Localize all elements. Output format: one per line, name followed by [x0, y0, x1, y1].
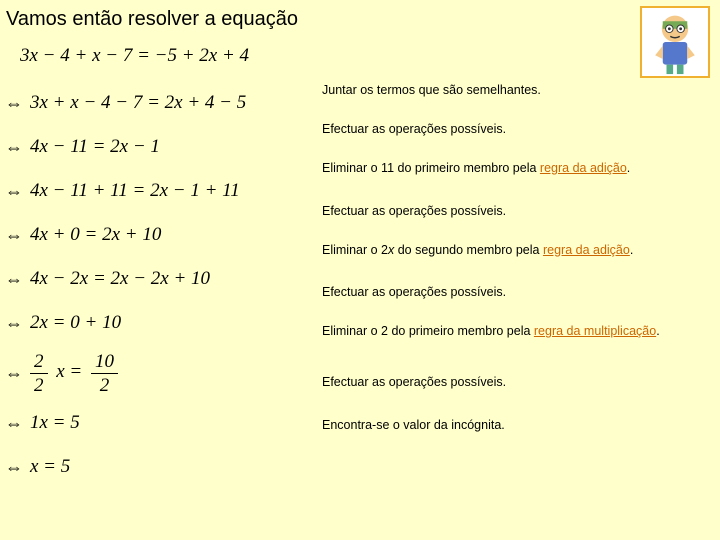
iff-arrow: ⇔ — [0, 363, 28, 384]
step-desc: Efectuar as operações possíveis. — [322, 374, 712, 391]
step-desc: Eliminar o 11 do primeiro membro pela re… — [322, 160, 712, 177]
rule-link[interactable]: regra da adição — [543, 243, 630, 257]
iff-arrow: ⇔ — [0, 313, 28, 334]
step-desc: Encontra-se o valor da incógnita. — [322, 417, 712, 434]
iff-arrow: ⇔ — [0, 457, 28, 478]
equation: 3x + x − 4 − 7 = 2x + 4 − 5 — [28, 92, 288, 114]
step-desc: Efectuar as operações possíveis. — [322, 284, 712, 301]
rule-link[interactable]: regra da multiplicação — [534, 324, 656, 338]
iff-arrow: ⇔ — [0, 181, 28, 202]
step-desc: Juntar os termos que são semelhantes. — [322, 82, 712, 99]
main-equation: 3x − 4 + x − 7 = −5 + 2x + 4 — [0, 31, 720, 67]
equation: 4x − 11 = 2x − 1 — [28, 136, 288, 158]
iff-arrow: ⇔ — [0, 93, 28, 114]
equation: 4x − 11 + 11 = 2x − 1 + 11 — [28, 180, 288, 202]
equation: 1x = 5 — [28, 412, 288, 434]
step-desc: Efectuar as operações possíveis. — [322, 121, 712, 138]
character-image — [640, 6, 710, 78]
step-desc: Eliminar o 2x do segundo membro pela reg… — [322, 242, 712, 259]
iff-arrow: ⇔ — [0, 413, 28, 434]
iff-arrow: ⇔ — [0, 137, 28, 158]
equation: 4x + 0 = 2x + 10 — [28, 224, 288, 246]
rule-link[interactable]: regra da adição — [540, 161, 627, 175]
iff-arrow: ⇔ — [0, 225, 28, 246]
equation: 4x − 2x = 2x − 2x + 10 — [28, 268, 288, 290]
equation: 2x = 0 + 10 — [28, 312, 288, 334]
equation-fraction: 22 x = 102 — [28, 352, 288, 395]
page-title: Vamos então resolver a equação — [0, 0, 720, 31]
step-descriptions: Juntar os termos que são semelhantes. Ef… — [322, 82, 712, 460]
step-desc: Efectuar as operações possíveis. — [322, 203, 712, 220]
equation: x = 5 — [28, 456, 288, 478]
step-desc: Eliminar o 2 do primeiro membro pela reg… — [322, 323, 712, 340]
iff-arrow: ⇔ — [0, 269, 28, 290]
